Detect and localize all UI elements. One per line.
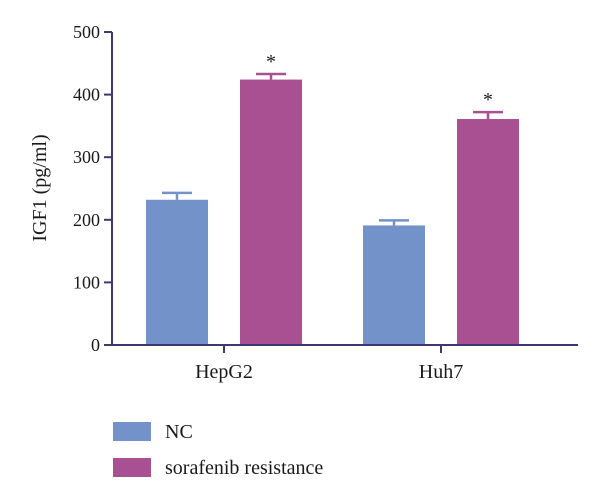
chart-axes: 0 100 200 300 400 500 HepG2 Huh7	[73, 22, 578, 383]
legend-label-nc: NC	[165, 421, 193, 443]
significance-marker-hepg2: *	[266, 51, 276, 73]
significance-marker-huh7: *	[483, 89, 493, 111]
y-tick-label-500: 500	[73, 22, 100, 42]
y-tick-label-100: 100	[73, 272, 100, 292]
bar-huh7-sorafenib-resistance	[457, 119, 519, 345]
bar-hepg2-sorafenib-resistance	[240, 79, 302, 346]
legend-swatch-nc	[113, 422, 151, 441]
y-tick-label-0: 0	[91, 335, 100, 355]
y-axis-title: IGF1 (pg/ml)	[29, 134, 51, 241]
legend-swatch-sorafenib-resistance	[113, 458, 151, 477]
y-tick-label-300: 300	[73, 147, 100, 167]
bar-huh7-nc	[363, 225, 425, 345]
chart-legend: NC sorafenib resistance	[113, 421, 323, 479]
legend-label-sorafenib-resistance: sorafenib resistance	[165, 457, 323, 479]
bar-hepg2-nc	[146, 199, 208, 345]
chart-marks: **	[146, 51, 519, 346]
x-tick-label-hepg2: HepG2	[195, 361, 253, 383]
y-tick-label-400: 400	[73, 85, 100, 105]
x-tick-label-huh7: Huh7	[419, 361, 463, 383]
y-tick-label-200: 200	[73, 210, 100, 230]
